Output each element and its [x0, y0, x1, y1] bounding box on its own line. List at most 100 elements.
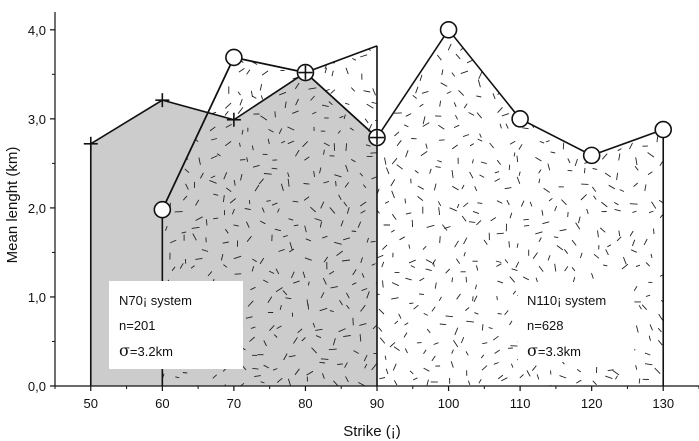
hatch-dash — [419, 103, 424, 108]
hatch-dash — [250, 41, 258, 43]
hatch-dash — [451, 72, 456, 77]
hatch-dash — [359, 323, 367, 326]
hatch-dash — [170, 90, 177, 94]
hatch-dash — [384, 157, 387, 165]
hatch-dash — [523, 218, 529, 221]
hatch-dash — [404, 198, 406, 204]
hatch-dash — [535, 231, 543, 235]
hatch-dash — [509, 320, 513, 326]
hatch-dash — [338, 194, 342, 201]
hatch-dash — [630, 58, 634, 65]
hatch-dash — [469, 143, 475, 147]
hatch-dash — [320, 201, 325, 209]
hatch-dash — [604, 172, 611, 178]
hatch-dash — [463, 237, 468, 245]
hatch-dash — [205, 219, 208, 226]
annotation-n110-sigma: σ=3.3km — [527, 341, 581, 360]
circle-marker — [511, 110, 529, 128]
hatch-dash — [505, 39, 512, 42]
hatch-dash — [455, 114, 458, 120]
hatch-dash — [526, 370, 531, 377]
hatch-dash — [384, 14, 390, 18]
hatch-dash — [546, 34, 551, 40]
hatch-dash — [342, 259, 350, 262]
hatch-dash — [320, 37, 327, 39]
hatch-dash — [350, 159, 356, 163]
hatch-dash — [312, 322, 316, 328]
hatch-dash — [343, 335, 351, 338]
hatch-dash — [659, 83, 663, 89]
hatch-dash — [287, 172, 290, 178]
hatch-dash — [517, 87, 521, 92]
hatch-dash — [579, 252, 583, 259]
hatch-dash — [591, 141, 596, 148]
hatch-dash — [479, 55, 484, 63]
hatch-dash — [463, 251, 466, 257]
hatch-dash — [474, 186, 478, 192]
sigma-symbol-n110: σ — [527, 341, 538, 360]
hatch-dash — [370, 152, 377, 154]
hatch-dash — [491, 44, 499, 47]
hatch-dash — [613, 202, 619, 206]
hatch-dash — [260, 381, 265, 384]
hatch-dash — [176, 82, 183, 87]
hatch-dash — [618, 126, 623, 131]
hatch-dash — [591, 272, 594, 279]
hatch-dash — [516, 176, 521, 184]
hatch-dash — [379, 115, 387, 120]
hatch-dash — [245, 316, 253, 319]
hatch-dash — [287, 126, 295, 131]
hatch-dash — [489, 142, 495, 149]
hatch-dash — [395, 72, 401, 79]
hatch-dash — [510, 363, 514, 368]
hatch-dash — [433, 342, 439, 345]
hatch-dash — [417, 196, 424, 201]
hatch-dash — [620, 102, 624, 108]
hatch-dash — [659, 161, 663, 166]
hatch-dash — [495, 53, 501, 61]
hatch-dash — [391, 157, 398, 165]
hatch-dash — [378, 20, 382, 23]
hatch-dash — [343, 114, 346, 120]
hatch-dash — [458, 89, 465, 96]
hatch-dash — [189, 94, 195, 100]
hatch-dash — [229, 26, 232, 31]
hatch-dash — [302, 271, 306, 279]
hatch-dash — [425, 18, 431, 22]
hatch-dash — [550, 151, 556, 154]
hatch-dash — [426, 379, 429, 386]
hatch-dash — [561, 199, 567, 206]
annotation-n70-count: n=201 — [119, 318, 156, 333]
series-layer — [83, 21, 673, 219]
hatch-dash — [381, 244, 388, 250]
hatch-dash — [273, 334, 278, 338]
hatch-dash — [407, 66, 414, 72]
hatch-dash — [531, 15, 534, 19]
hatch-dash — [460, 70, 469, 75]
hatch-dash — [346, 207, 350, 214]
hatch-dash — [594, 89, 601, 92]
hatch-dash — [635, 325, 639, 333]
hatch-dash — [182, 372, 188, 374]
hatch-dash — [595, 13, 599, 19]
hatch-dash — [580, 104, 587, 110]
hatch-dash — [357, 221, 362, 228]
hatch-dash — [250, 326, 256, 329]
hatch-dash — [429, 168, 432, 174]
hatch-dash — [425, 143, 428, 149]
hatch-dash — [556, 245, 564, 251]
hatch-dash — [364, 363, 368, 369]
hatch-dash — [488, 327, 493, 330]
hatch-dash — [496, 263, 502, 267]
hatch-dash — [413, 304, 419, 310]
hatch-dash — [435, 166, 441, 168]
hatch-dash — [352, 282, 357, 286]
y-tick-label: 3,0 — [28, 112, 46, 127]
hatch-dash — [193, 81, 200, 86]
hatch-dash — [288, 248, 295, 253]
hatch-dash — [335, 180, 337, 187]
hatch-dash — [508, 11, 512, 15]
hatch-dash — [272, 368, 278, 371]
hatch-dash — [240, 382, 245, 386]
hatch-dash — [509, 140, 516, 145]
